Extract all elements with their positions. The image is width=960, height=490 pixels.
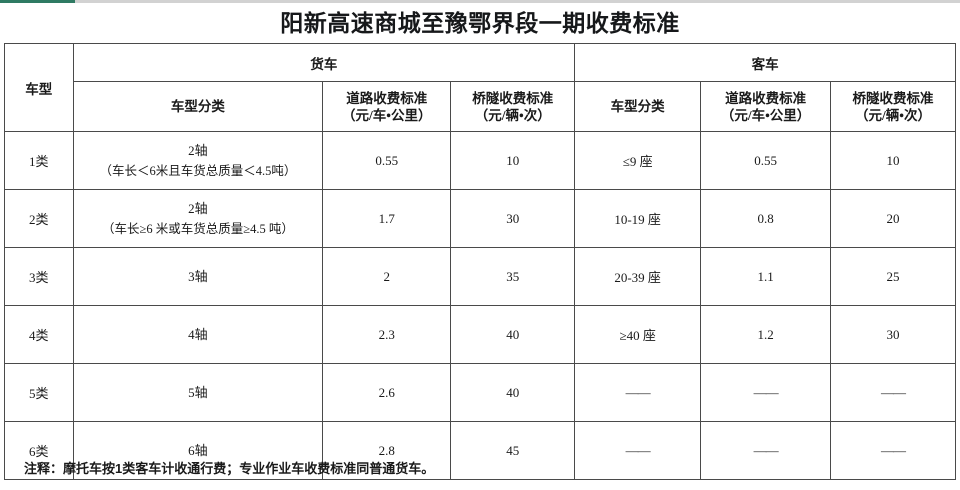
cell-bus-category: 20-39 座 (574, 247, 702, 306)
cell-truck-bridge-rate: 10 (450, 131, 576, 190)
table-row: 4类 4轴 2.3 40 ≥40 座 1.2 30 (4, 305, 956, 364)
header-group-bus: 客车 (574, 43, 956, 82)
cell-truck-road-rate: 0.55 (322, 131, 452, 190)
cell-truck-road-rate: 2.8 (322, 421, 452, 480)
header-bus-bridge-rate-line1: 桥隧收费标准 (852, 90, 934, 106)
header-group-truck: 货车 (72, 43, 576, 82)
header-bus-road-rate: 道路收费标准 （元/车•公里） (700, 81, 832, 132)
cell-truck-road-rate: 2 (322, 247, 452, 306)
cell-bus-bridge-rate: 10 (830, 131, 956, 190)
truck-axle-label: 6轴 (188, 442, 208, 458)
cell-bus-road-rate: 0.8 (700, 189, 832, 248)
truck-axle-label: 2轴 (188, 142, 208, 158)
cell-truck-bridge-rate: 30 (450, 189, 576, 248)
table-row: 5类 5轴 2.6 40 —— —— —— (4, 363, 956, 422)
cell-truck-bridge-rate: 40 (450, 363, 576, 422)
truck-axle-label: 4轴 (188, 326, 208, 342)
top-accent-strip (0, 0, 960, 3)
header-truck-road-rate-line1: 道路收费标准 (346, 90, 428, 106)
cell-bus-road-rate: 1.1 (700, 247, 832, 306)
cell-vehicle-class: 5类 (4, 363, 74, 422)
cell-truck-category: 6轴 (72, 421, 324, 480)
table-row: 2类 2轴 （车长≥6 米或车货总质量≥4.5 吨） 1.7 30 10-19 座 0.8 2… (4, 189, 956, 248)
footnote: 注释：摩托车按1类客车计收通行费；专业作业车收费标准同普通货车。 (24, 461, 435, 476)
cell-truck-category: 2轴 （车长＜6米且车货总质量＜4.5吨） (72, 131, 324, 190)
page-title: 阳新高速商城至豫鄂界段一期收费标准 (280, 10, 680, 36)
cell-truck-bridge-rate: 40 (450, 305, 576, 364)
cell-bus-category: —— (574, 363, 702, 422)
cell-vehicle-class: 6类 (4, 421, 74, 480)
header-truck-road-rate: 道路收费标准 （元/车•公里） (322, 81, 452, 132)
table-row: 1类 2轴 （车长＜6米且车货总质量＜4.5吨） 0.55 10 ≤9 座 0.55 10 (4, 131, 956, 190)
cell-bus-bridge-rate: —— (830, 363, 956, 422)
table-body: 1类 2轴 （车长＜6米且车货总质量＜4.5吨） 0.55 10 ≤9 座 0.55 10 2类… (4, 131, 956, 480)
header-bus-category: 车型分类 (574, 81, 702, 132)
cell-vehicle-class: 3类 (4, 247, 74, 306)
truck-qualifier-label: （车长≥6 米或车货总质量≥4.5 吨） (101, 221, 294, 236)
cell-bus-category: 10-19 座 (574, 189, 702, 248)
header-truck-road-rate-line2: （元/车•公里） (342, 107, 432, 123)
truck-axle-label: 3轴 (188, 268, 208, 284)
header-truck-bridge-rate-line1: 桥隧收费标准 (472, 90, 554, 106)
cell-bus-road-rate: —— (700, 363, 832, 422)
cell-truck-road-rate: 2.6 (322, 363, 452, 422)
cell-truck-category: 2轴 （车长≥6 米或车货总质量≥4.5 吨） (72, 189, 324, 248)
cell-bus-road-rate: —— (700, 421, 832, 480)
cell-truck-category: 4轴 (72, 305, 324, 364)
cell-vehicle-class: 4类 (4, 305, 74, 364)
cell-truck-category: 5轴 (72, 363, 324, 422)
cell-vehicle-class: 1类 (4, 131, 74, 190)
cell-bus-bridge-rate: 20 (830, 189, 956, 248)
header-truck-bridge-rate-line2: （元/辆•次） (474, 107, 551, 123)
truck-qualifier-label: （车长＜6米且车货总质量＜4.5吨） (99, 163, 297, 178)
table-row: 3类 3轴 2 35 20-39 座 1.1 25 (4, 247, 956, 306)
cell-truck-bridge-rate: 45 (450, 421, 576, 480)
header-bus-bridge-rate: 桥隧收费标准 （元/辆•次） (830, 81, 956, 132)
header-bus-road-rate-line2: （元/车•公里） (720, 107, 811, 123)
cell-bus-bridge-rate: 30 (830, 305, 956, 364)
truck-axle-label: 2轴 (188, 200, 208, 216)
cell-bus-bridge-rate: —— (830, 421, 956, 480)
cell-bus-road-rate: 0.55 (700, 131, 832, 190)
table-row: 6类 6轴 2.8 45 —— —— —— (4, 421, 956, 480)
cell-truck-road-rate: 1.7 (322, 189, 452, 248)
top-accent-progress (0, 0, 75, 3)
cell-bus-category: —— (574, 421, 702, 480)
cell-bus-category: ≥40 座 (574, 305, 702, 364)
toll-rate-table: 车型 货车 客车 车型分类 道路收费标准 （元/车•公里） 桥隧收费标准 （元/… (4, 43, 956, 480)
header-bus-bridge-rate-line2: （元/辆•次） (855, 107, 932, 123)
header-vehicle-class: 车型 (4, 43, 74, 132)
header-bus-road-rate-line1: 道路收费标准 (725, 90, 807, 106)
cell-truck-bridge-rate: 35 (450, 247, 576, 306)
cell-bus-bridge-rate: 25 (830, 247, 956, 306)
header-truck-bridge-rate: 桥隧收费标准 （元/辆•次） (450, 81, 576, 132)
table-header-sub-row: 车型分类 道路收费标准 （元/车•公里） 桥隧收费标准 （元/辆•次） 车型分类… (5, 81, 956, 132)
truck-axle-label: 5轴 (188, 384, 208, 400)
cell-truck-road-rate: 2.3 (322, 305, 452, 364)
cell-truck-category: 3轴 (72, 247, 324, 306)
header-truck-category: 车型分类 (72, 81, 324, 132)
cell-bus-category: ≤9 座 (574, 131, 702, 190)
table-header-group-row: 车型 货车 客车 (4, 43, 956, 132)
cell-vehicle-class: 2类 (4, 189, 74, 248)
cell-bus-road-rate: 1.2 (700, 305, 832, 364)
